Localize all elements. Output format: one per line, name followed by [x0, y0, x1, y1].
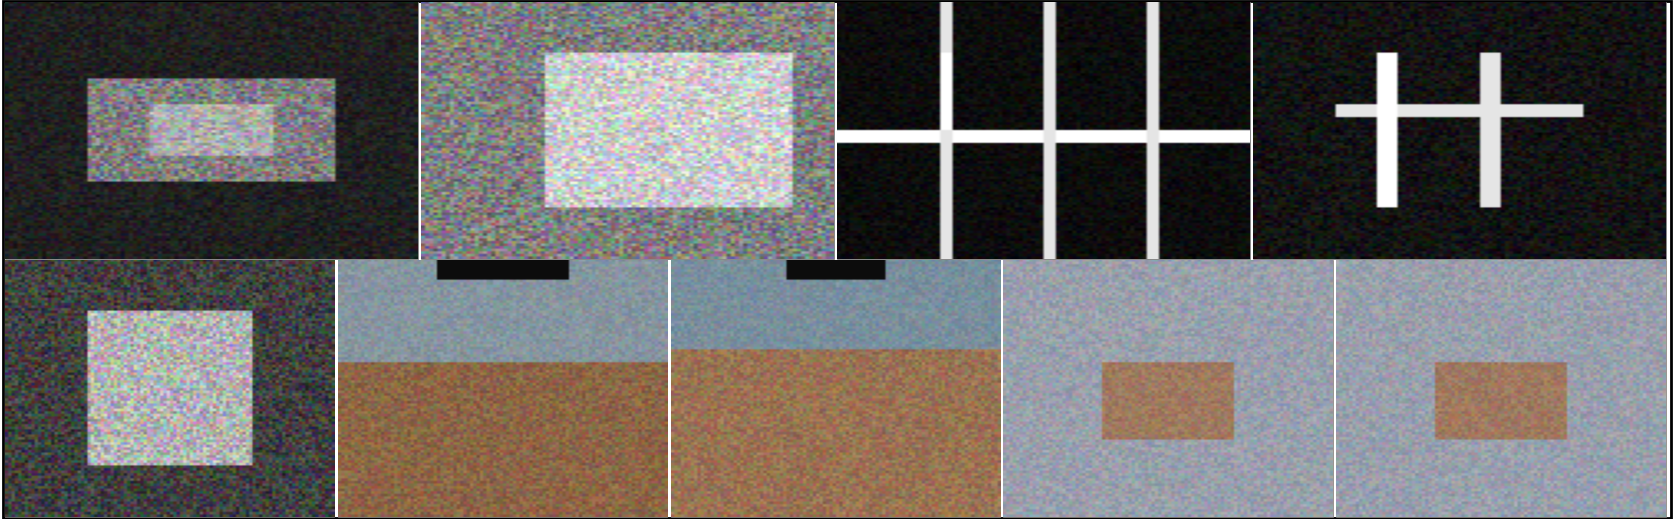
Text: c: c: [847, 235, 857, 253]
Text: g: g: [681, 494, 693, 512]
Text: d: d: [1263, 235, 1275, 253]
Bar: [338, 260, 668, 517]
Bar: [422, 2, 833, 259]
Bar: [5, 260, 335, 517]
Bar: [5, 2, 418, 259]
Text: i: i: [1345, 494, 1352, 512]
Bar: [836, 2, 1248, 259]
Bar: [671, 260, 999, 517]
Bar: [1002, 260, 1332, 517]
Text: a: a: [15, 235, 27, 253]
Text: b: b: [432, 235, 443, 253]
Text: f: f: [348, 494, 355, 512]
Bar: [1251, 2, 1665, 259]
Text: e: e: [15, 494, 27, 512]
Bar: [1335, 260, 1665, 517]
Text: h: h: [1012, 494, 1024, 512]
